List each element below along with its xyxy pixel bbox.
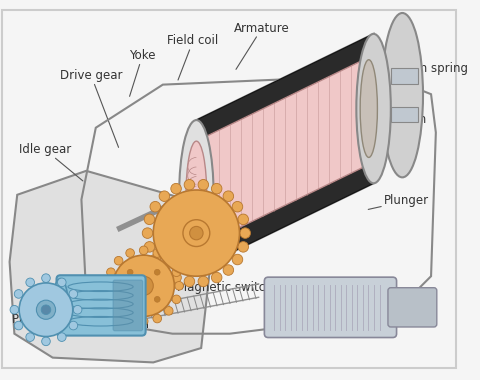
Circle shape	[126, 249, 134, 257]
Circle shape	[69, 290, 78, 298]
Circle shape	[159, 191, 169, 201]
Circle shape	[175, 282, 183, 290]
Circle shape	[223, 191, 234, 201]
Circle shape	[165, 256, 173, 265]
Polygon shape	[196, 162, 373, 269]
Circle shape	[211, 184, 222, 194]
Circle shape	[104, 282, 112, 290]
Circle shape	[107, 295, 115, 304]
Circle shape	[165, 307, 173, 315]
Circle shape	[127, 296, 133, 302]
Text: Plunger: Plunger	[368, 195, 429, 209]
Ellipse shape	[186, 141, 207, 249]
Circle shape	[153, 249, 162, 257]
Circle shape	[159, 265, 169, 275]
Ellipse shape	[53, 279, 68, 331]
Circle shape	[238, 214, 249, 225]
Circle shape	[153, 190, 240, 276]
Circle shape	[150, 201, 160, 212]
Circle shape	[107, 268, 115, 277]
Circle shape	[134, 276, 153, 295]
FancyBboxPatch shape	[391, 107, 418, 122]
Circle shape	[184, 276, 195, 287]
Circle shape	[232, 201, 243, 212]
Polygon shape	[10, 171, 211, 363]
Circle shape	[153, 314, 162, 323]
Ellipse shape	[179, 120, 214, 269]
Circle shape	[42, 274, 50, 282]
Ellipse shape	[360, 60, 377, 157]
Circle shape	[183, 220, 210, 247]
FancyBboxPatch shape	[264, 277, 396, 337]
Text: Brush spring: Brush spring	[377, 62, 468, 98]
Circle shape	[223, 265, 234, 275]
Text: Armature: Armature	[234, 22, 290, 70]
Circle shape	[10, 306, 19, 314]
FancyBboxPatch shape	[388, 288, 437, 327]
Circle shape	[36, 300, 56, 319]
Circle shape	[41, 305, 51, 315]
Circle shape	[69, 321, 78, 330]
Circle shape	[19, 283, 73, 337]
Circle shape	[113, 255, 174, 317]
Circle shape	[198, 276, 209, 287]
Circle shape	[171, 272, 181, 283]
Circle shape	[126, 314, 134, 323]
Circle shape	[142, 228, 153, 238]
Ellipse shape	[382, 13, 423, 177]
Circle shape	[172, 295, 181, 304]
Circle shape	[198, 179, 209, 190]
FancyBboxPatch shape	[391, 68, 418, 84]
Polygon shape	[196, 55, 373, 249]
Circle shape	[155, 269, 160, 275]
Polygon shape	[196, 34, 373, 269]
Text: Idle gear: Idle gear	[19, 144, 83, 181]
FancyBboxPatch shape	[2, 10, 456, 368]
Polygon shape	[196, 34, 373, 141]
Circle shape	[139, 246, 148, 255]
Circle shape	[42, 337, 50, 346]
Circle shape	[144, 214, 155, 225]
Circle shape	[58, 333, 66, 341]
Circle shape	[172, 268, 181, 277]
Circle shape	[171, 184, 181, 194]
Circle shape	[14, 290, 23, 298]
Circle shape	[139, 317, 148, 326]
Circle shape	[211, 272, 222, 283]
Circle shape	[155, 296, 160, 302]
Circle shape	[150, 254, 160, 265]
Text: Field coil: Field coil	[168, 34, 219, 80]
Circle shape	[14, 321, 23, 330]
Text: Pinion gear: Pinion gear	[12, 287, 78, 326]
Text: Magnetic switch: Magnetic switch	[177, 263, 272, 294]
Text: Starter clutch: Starter clutch	[69, 294, 149, 331]
Circle shape	[127, 269, 133, 275]
Text: Yoke: Yoke	[129, 49, 156, 97]
Circle shape	[144, 242, 155, 252]
Circle shape	[184, 179, 195, 190]
Circle shape	[26, 333, 35, 341]
Circle shape	[114, 256, 123, 265]
Ellipse shape	[356, 34, 391, 183]
FancyBboxPatch shape	[113, 280, 143, 331]
Circle shape	[240, 228, 251, 238]
Text: Drive gear: Drive gear	[60, 69, 122, 147]
Circle shape	[26, 278, 35, 287]
FancyBboxPatch shape	[57, 275, 145, 336]
Circle shape	[238, 242, 249, 252]
Circle shape	[73, 306, 82, 314]
Text: Brush: Brush	[380, 112, 427, 136]
Circle shape	[232, 254, 243, 265]
Circle shape	[190, 226, 203, 240]
Circle shape	[58, 278, 66, 287]
Circle shape	[114, 307, 123, 315]
